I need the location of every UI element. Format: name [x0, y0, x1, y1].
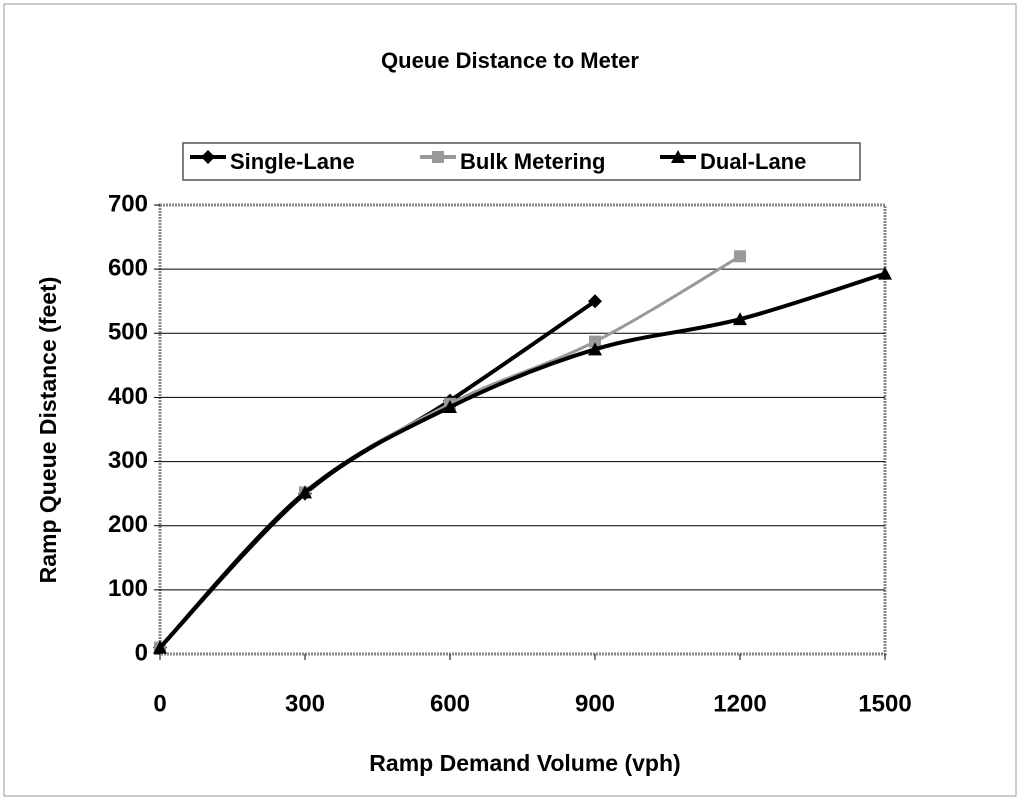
legend-marker — [201, 150, 215, 164]
chart-frame — [3, 3, 1017, 797]
y-tick-label: 700 — [108, 190, 148, 217]
legend-marker — [432, 151, 444, 163]
y-tick-label: 0 — [135, 639, 148, 666]
y-tick-label: 400 — [108, 383, 148, 410]
marker — [443, 400, 457, 414]
legend-label: Bulk Metering — [460, 149, 605, 174]
x-tick-label: 0 — [153, 690, 166, 717]
marker — [588, 294, 602, 309]
x-tick-label: 1200 — [713, 690, 766, 717]
legend-box — [182, 142, 861, 181]
y-tick-label: 100 — [108, 575, 148, 602]
marker — [588, 342, 602, 356]
marker — [734, 250, 746, 263]
legend-marker — [671, 150, 685, 163]
x-axis-label: Ramp Demand Volume (vph) — [369, 750, 680, 776]
series-line — [158, 271, 886, 649]
y-tick-label: 200 — [108, 511, 148, 538]
legend-label: Single-Lane — [230, 149, 355, 174]
x-tick-label: 600 — [430, 690, 470, 717]
y-axis-label: Ramp Queue Distance (feet) — [35, 277, 61, 584]
y-tick-label: 300 — [108, 447, 148, 474]
legend-label: Dual-Lane — [700, 149, 806, 174]
marker — [589, 335, 601, 348]
x-tick-label: 1500 — [858, 690, 911, 717]
marker — [878, 266, 892, 280]
plot-area — [158, 203, 887, 656]
y-tick-label: 600 — [108, 254, 148, 281]
marker — [153, 640, 167, 654]
y-tick-label: 500 — [108, 319, 148, 346]
x-tick-label: 300 — [285, 690, 325, 717]
x-tick-label: 900 — [575, 690, 615, 717]
marker — [298, 485, 312, 499]
chart-title: Queue Distance to Meter — [381, 48, 639, 73]
marker — [733, 312, 747, 326]
